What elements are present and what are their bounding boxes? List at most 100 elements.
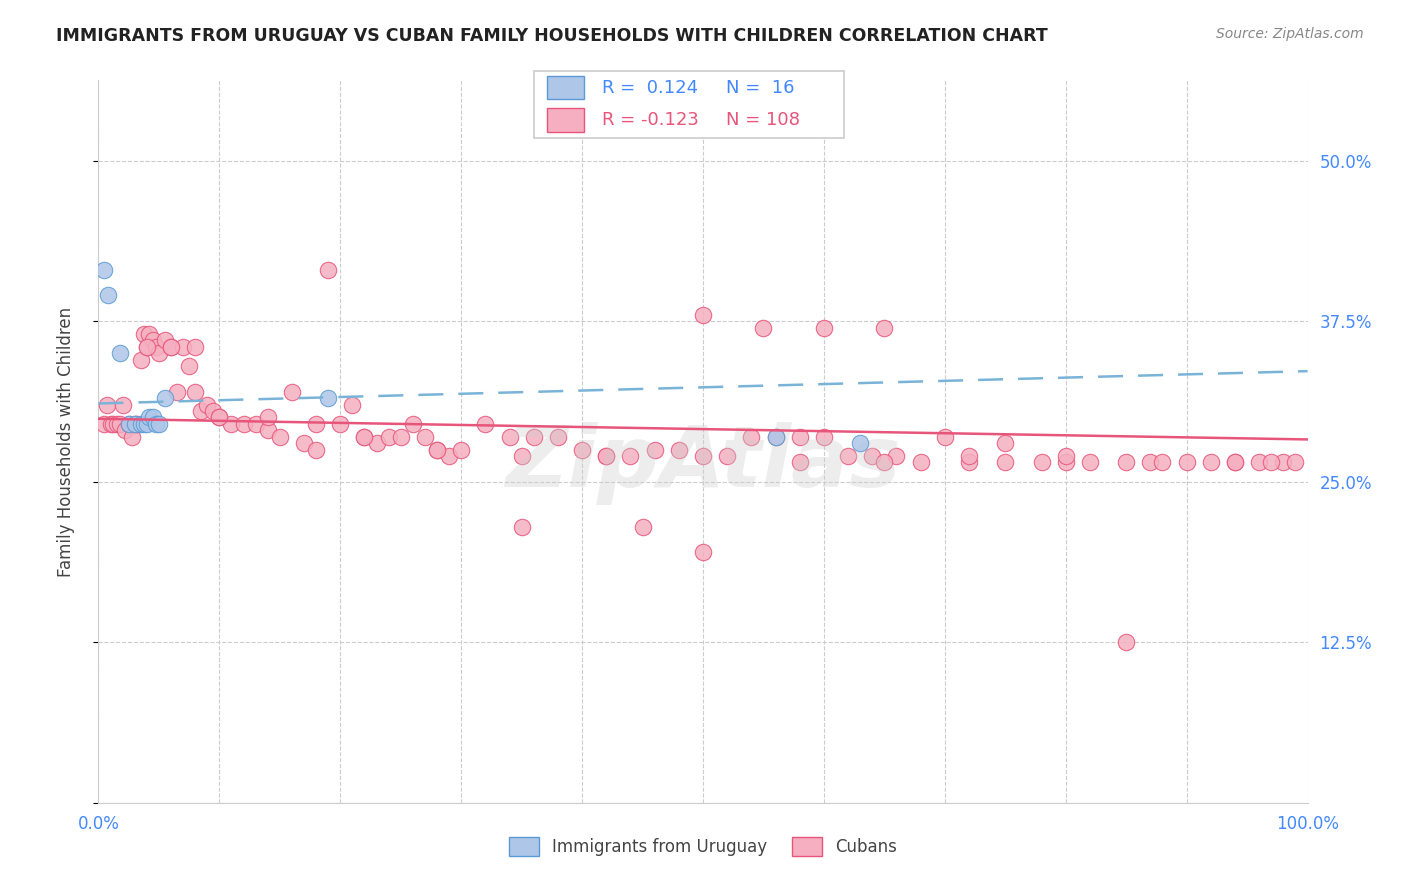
Point [124,417,146,431]
Point [135,340,157,354]
Point [619,449,641,463]
Point [142,410,165,425]
Point [134,417,156,431]
Point [692,545,714,559]
Point [437,449,460,463]
Point [1115,635,1137,649]
Y-axis label: Family Households with Children: Family Households with Children [56,307,75,576]
Point [269,430,291,444]
Text: R = -0.123: R = -0.123 [602,111,699,128]
Point [886,449,908,463]
Point [166,384,188,399]
Point [752,320,775,334]
Bar [547,76,583,99]
Point [305,442,328,457]
Point [1223,455,1246,469]
Text: Source: ZipAtlas.com: Source: ZipAtlas.com [1216,27,1364,41]
Point [765,430,787,444]
Point [111,398,134,412]
Point [316,262,339,277]
Point [160,340,183,354]
Point [105,417,128,431]
Point [1260,455,1282,469]
Point [402,417,425,431]
Point [1078,455,1101,469]
Point [957,449,980,463]
Legend: Immigrants from Uruguay, Cubans: Immigrants from Uruguay, Cubans [502,830,904,863]
Point [860,449,883,463]
Point [172,340,194,354]
Point [910,455,932,469]
Point [93,262,115,277]
Point [1152,455,1174,469]
Point [256,423,278,437]
Point [256,410,278,425]
Point [837,449,859,463]
Point [305,417,328,431]
Text: N =  16: N = 16 [725,78,794,96]
Point [121,430,143,444]
Point [138,326,160,341]
Point [145,340,167,354]
Point [179,359,201,373]
Point [849,436,872,450]
Point [595,449,617,463]
Point [93,417,115,431]
Point [813,320,835,334]
Point [184,384,207,399]
Point [118,417,141,431]
Point [813,430,835,444]
Point [377,430,399,444]
Point [934,430,956,444]
Point [389,430,412,444]
Point [1054,449,1077,463]
Point [353,430,375,444]
Point [100,417,122,431]
Point [523,430,546,444]
Text: N = 108: N = 108 [725,111,800,128]
Point [96,398,118,412]
Text: IMMIGRANTS FROM URUGUAY VS CUBAN FAMILY HOUSEHOLDS WITH CHILDREN CORRELATION CHA: IMMIGRANTS FROM URUGUAY VS CUBAN FAMILY … [56,27,1047,45]
Point [208,410,231,425]
Point [1249,455,1271,469]
Point [135,417,157,431]
Point [195,398,218,412]
Point [789,455,811,469]
Point [114,423,136,437]
Point [1115,455,1137,469]
Point [190,404,212,418]
Text: R =  0.124: R = 0.124 [602,78,699,96]
Point [668,442,690,457]
Point [740,430,762,444]
Point [1054,455,1077,469]
Point [316,391,339,405]
Point [426,442,449,457]
Point [1139,455,1161,469]
Point [1223,455,1246,469]
Point [245,417,267,431]
Point [184,340,207,354]
Point [1272,455,1295,469]
Point [127,417,149,431]
Point [97,288,120,302]
Point [873,320,896,334]
Point [450,442,472,457]
Point [994,455,1017,469]
Point [595,449,617,463]
Point [413,430,436,444]
Point [153,391,176,405]
Point [118,417,141,431]
Point [129,417,152,431]
Point [292,436,315,450]
Point [142,334,165,348]
Point [208,410,231,425]
Point [692,449,714,463]
Point [765,430,787,444]
Point [145,417,167,431]
Point [1284,455,1306,469]
Point [342,398,364,412]
Point [153,334,176,348]
Point [571,442,593,457]
Point [232,417,254,431]
Point [366,436,388,450]
